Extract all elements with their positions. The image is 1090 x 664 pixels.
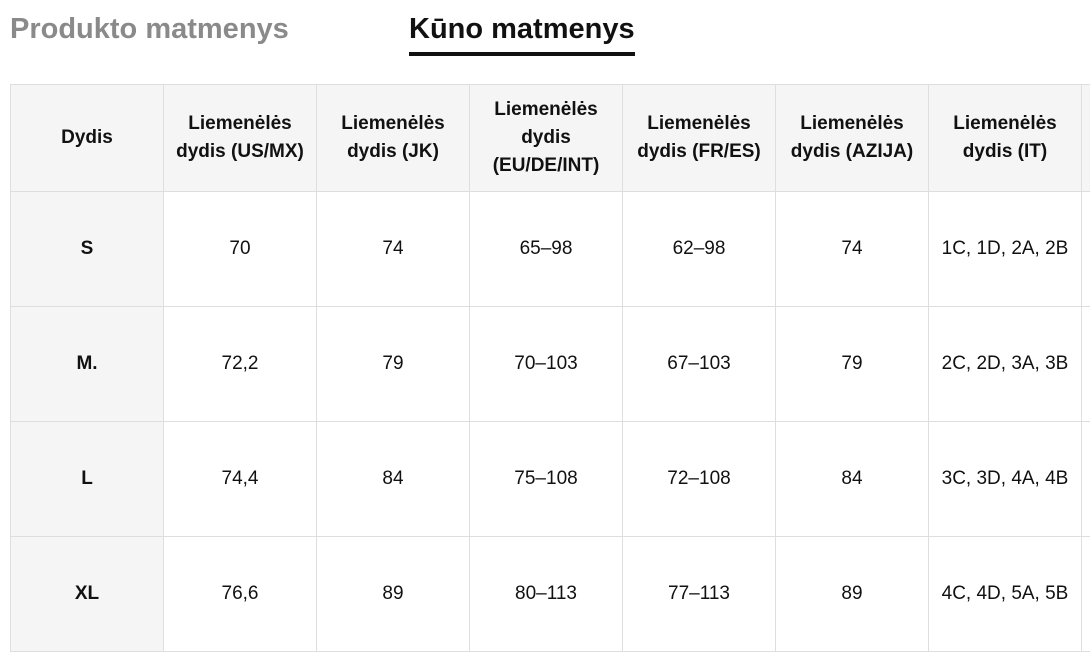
table-cell: 89 [316, 536, 470, 652]
active-tab-underline [409, 52, 635, 56]
table-cell: 2C, 2D, 3A, 3B [928, 306, 1082, 422]
size-cell: XL [10, 536, 164, 652]
table-cell: 84 [775, 421, 929, 537]
table-header-row: Dydis Liemenėlės dydis (US/MX) Liemenėlė… [10, 84, 1090, 192]
table-row: XL 76,6 89 80–113 77–113 89 4C, 4D, 5A, … [10, 536, 1090, 652]
table-cell: 76,6 [163, 536, 317, 652]
header-bra-size-eu: Liemenėlės dydis (EU/DE/INT) [469, 84, 623, 192]
table-cell: 72,2 [163, 306, 317, 422]
table-cell: 65–98 [469, 191, 623, 307]
table-cell: 62–98 [622, 191, 776, 307]
table-cell: 74 [316, 191, 470, 307]
table-cell: 70 [163, 191, 317, 307]
table-cell-overflow [1081, 536, 1090, 652]
table-cell: 79 [775, 306, 929, 422]
table-cell: 77–113 [622, 536, 776, 652]
table-cell: 80–113 [469, 536, 623, 652]
table-cell-overflow [1081, 421, 1090, 537]
table-cell: 67–103 [622, 306, 776, 422]
table-cell: 70–103 [469, 306, 623, 422]
size-table: Dydis Liemenėlės dydis (US/MX) Liemenėlė… [10, 84, 1090, 652]
header-size: Dydis [10, 84, 164, 192]
tab-product-measurements[interactable]: Produkto matmenys [10, 10, 289, 48]
table-cell: 79 [316, 306, 470, 422]
header-bra-size-uk: Liemenėlės dydis (JK) [316, 84, 470, 192]
table-cell: 84 [316, 421, 470, 537]
size-tabs: Produkto matmenys Kūno matmenys [0, 0, 1090, 70]
header-overflow [1081, 84, 1090, 192]
table-cell: 1C, 1D, 2A, 2B [928, 191, 1082, 307]
table-row: L 74,4 84 75–108 72–108 84 3C, 3D, 4A, 4… [10, 421, 1090, 537]
table-cell-overflow [1081, 306, 1090, 422]
tab-product-measurements-label: Produkto matmenys [10, 13, 289, 45]
tab-body-measurements-label: Kūno matmenys [409, 13, 635, 45]
header-bra-size-us-mx: Liemenėlės dydis (US/MX) [163, 84, 317, 192]
table-cell: 72–108 [622, 421, 776, 537]
header-bra-size-asia: Liemenėlės dydis (AZIJA) [775, 84, 929, 192]
table-cell: 74,4 [163, 421, 317, 537]
tab-body-measurements[interactable]: Kūno matmenys [409, 10, 635, 56]
table-row: S 70 74 65–98 62–98 74 1C, 1D, 2A, 2B [10, 191, 1090, 307]
size-table-container[interactable]: Dydis Liemenėlės dydis (US/MX) Liemenėlė… [10, 84, 1090, 652]
table-cell-overflow [1081, 191, 1090, 307]
size-cell: L [10, 421, 164, 537]
header-bra-size-it: Liemenėlės dydis (IT) [928, 84, 1082, 192]
table-cell: 4C, 4D, 5A, 5B [928, 536, 1082, 652]
table-cell: 75–108 [469, 421, 623, 537]
table-cell: 74 [775, 191, 929, 307]
table-cell: 3C, 3D, 4A, 4B [928, 421, 1082, 537]
size-cell: M. [10, 306, 164, 422]
size-cell: S [10, 191, 164, 307]
header-bra-size-fr-es: Liemenėlės dydis (FR/ES) [622, 84, 776, 192]
table-row: M. 72,2 79 70–103 67–103 79 2C, 2D, 3A, … [10, 306, 1090, 422]
table-cell: 89 [775, 536, 929, 652]
